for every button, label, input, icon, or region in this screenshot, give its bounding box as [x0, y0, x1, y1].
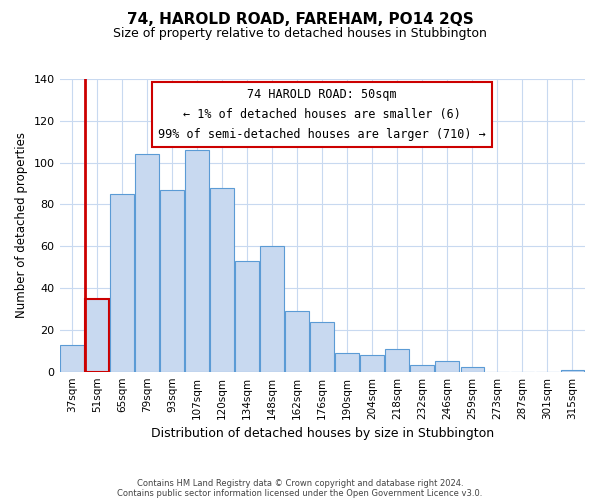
Bar: [385, 348, 409, 372]
Bar: [160, 190, 184, 372]
Text: 74, HAROLD ROAD, FAREHAM, PO14 2QS: 74, HAROLD ROAD, FAREHAM, PO14 2QS: [127, 12, 473, 28]
Bar: [85, 298, 109, 372]
Bar: [135, 154, 159, 372]
Bar: [210, 188, 234, 372]
Bar: [260, 246, 284, 372]
Y-axis label: Number of detached properties: Number of detached properties: [15, 132, 28, 318]
Text: Contains HM Land Registry data © Crown copyright and database right 2024.: Contains HM Land Registry data © Crown c…: [137, 478, 463, 488]
Bar: [461, 368, 484, 372]
Bar: [235, 261, 259, 372]
Bar: [410, 366, 434, 372]
Bar: [60, 344, 84, 372]
Bar: [436, 361, 459, 372]
Text: Size of property relative to detached houses in Stubbington: Size of property relative to detached ho…: [113, 28, 487, 40]
Text: Contains public sector information licensed under the Open Government Licence v3: Contains public sector information licen…: [118, 488, 482, 498]
Bar: [286, 311, 309, 372]
X-axis label: Distribution of detached houses by size in Stubbington: Distribution of detached houses by size …: [151, 427, 494, 440]
Bar: [310, 322, 334, 372]
Bar: [560, 370, 584, 372]
Bar: [185, 150, 209, 372]
Bar: [335, 353, 359, 372]
Text: 74 HAROLD ROAD: 50sqm
← 1% of detached houses are smaller (6)
99% of semi-detach: 74 HAROLD ROAD: 50sqm ← 1% of detached h…: [158, 88, 486, 141]
Bar: [361, 355, 384, 372]
Bar: [110, 194, 134, 372]
